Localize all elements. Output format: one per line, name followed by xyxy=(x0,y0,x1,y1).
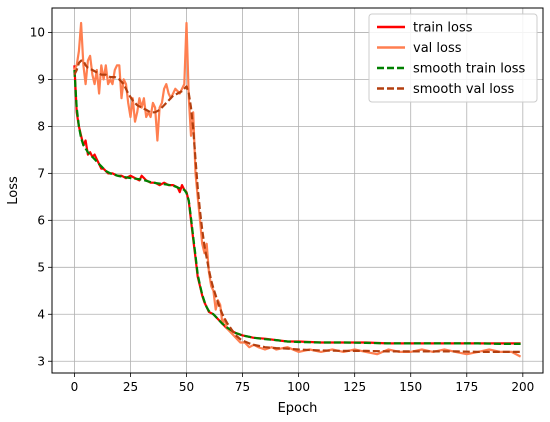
x-tick-label: 125 xyxy=(343,380,366,394)
axes-frame xyxy=(51,7,544,374)
series-line-smooth-train-loss xyxy=(73,69,521,345)
legend-box xyxy=(368,13,538,103)
legend-label: val loss xyxy=(413,41,462,56)
y-tick-label: 3 xyxy=(37,354,45,368)
legend-label: smooth train loss xyxy=(413,62,526,77)
y-tick-label: 10 xyxy=(30,25,45,39)
x-tick-label: 75 xyxy=(235,380,250,394)
x-tick-label: 50 xyxy=(179,380,194,394)
series-layer xyxy=(73,21,522,358)
legend-label: smooth val loss xyxy=(413,82,515,97)
y-tick-label: 9 xyxy=(37,72,45,86)
x-tick-label: 100 xyxy=(287,380,310,394)
y-tick-label: 5 xyxy=(37,260,45,274)
x-tick-label: 150 xyxy=(399,380,422,394)
y-tick-label: 6 xyxy=(37,213,45,227)
legend: train loss val loss smooth train loss smoot… xyxy=(368,13,538,103)
y-tick-label: 7 xyxy=(37,166,45,180)
x-ticks: 0 25 50 75 100 125 150 175 200 xyxy=(71,373,534,394)
y-axis-label: Loss xyxy=(6,176,21,205)
series-line-smooth-val-loss xyxy=(73,59,521,353)
x-tick-label: 25 xyxy=(123,380,138,394)
y-tick-label: 4 xyxy=(37,307,45,321)
y-ticks: 3 4 5 6 7 8 9 10 xyxy=(30,25,52,368)
x-tick-label: 200 xyxy=(511,380,534,394)
x-tick-label: 175 xyxy=(455,380,478,394)
y-tick-label: 8 xyxy=(37,119,45,133)
x-tick-label: 0 xyxy=(71,380,79,394)
legend-label: train loss xyxy=(413,21,473,36)
x-axis-label: Epoch xyxy=(278,401,318,416)
